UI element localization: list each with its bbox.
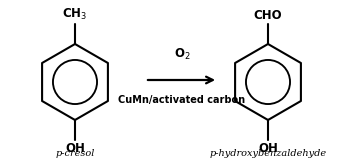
Text: CuMn/activated carbon: CuMn/activated carbon	[118, 95, 246, 105]
Text: OH: OH	[258, 142, 278, 155]
Text: p-cresol: p-cresol	[55, 149, 95, 158]
Text: CHO: CHO	[254, 9, 282, 22]
FancyArrowPatch shape	[148, 77, 213, 83]
Text: p-hydroxybenzaldehyde: p-hydroxybenzaldehyde	[210, 149, 327, 158]
Text: CH$_3$: CH$_3$	[63, 7, 88, 22]
Text: O$_2$: O$_2$	[174, 47, 190, 62]
Text: OH: OH	[65, 142, 85, 155]
